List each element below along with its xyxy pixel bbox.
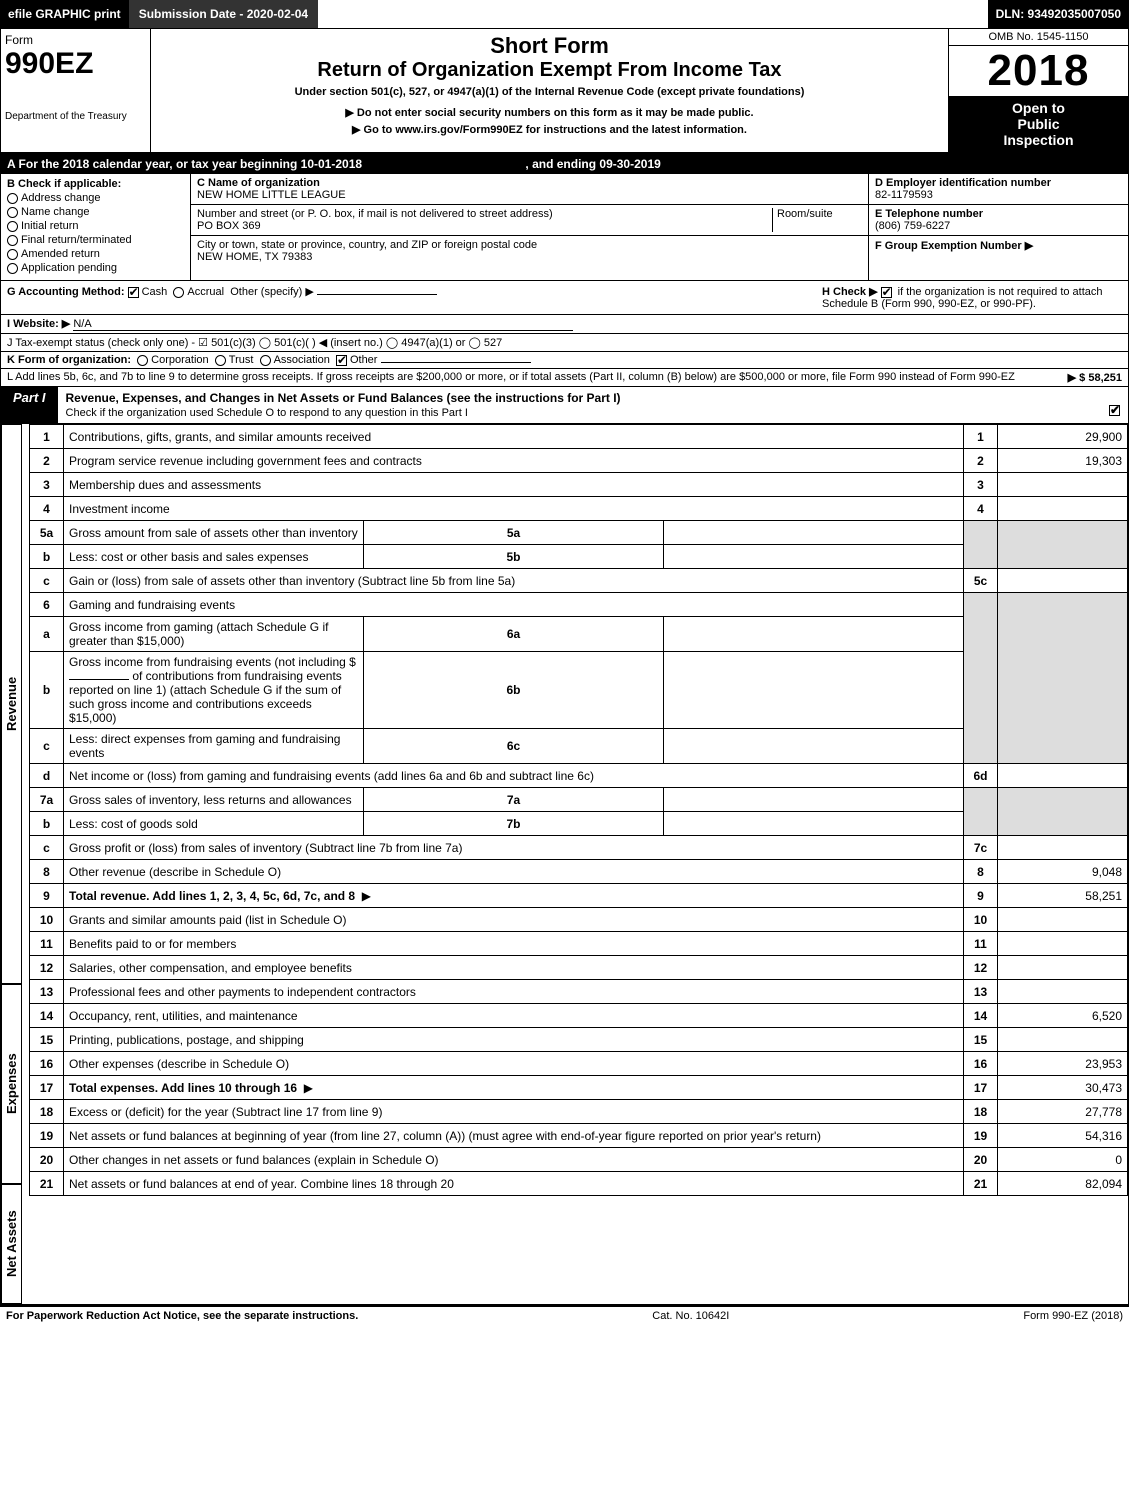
line-6d: dNet income or (loss) from gaming and fu… xyxy=(30,764,1128,788)
section-c-org: C Name of organization NEW HOME LITTLE L… xyxy=(191,174,868,280)
line-17: 17Total expenses. Add lines 10 through 1… xyxy=(30,1076,1128,1100)
line-14: 14Occupancy, rent, utilities, and mainte… xyxy=(30,1004,1128,1028)
top-bar: efile GRAPHIC print Submission Date - 20… xyxy=(0,0,1129,28)
amended-return-check[interactable]: Amended return xyxy=(7,248,184,260)
expenses-side-label: Expenses xyxy=(1,984,22,1184)
street-label: Number and street (or P. O. box, if mail… xyxy=(197,208,553,220)
l-gross-receipts-row: L Add lines 5b, 6c, and 7b to line 9 to … xyxy=(1,368,1128,386)
under-section: Under section 501(c), 527, or 4947(a)(1)… xyxy=(159,86,940,98)
line-4: 4Investment income4 xyxy=(30,497,1128,521)
h-check[interactable] xyxy=(881,287,892,298)
org-info-block: B Check if applicable: Address change Na… xyxy=(1,174,1128,280)
form-footer: For Paperwork Reduction Act Notice, see … xyxy=(0,1305,1129,1325)
accrual-check[interactable] xyxy=(173,287,184,298)
dln-label: DLN: 93492035007050 xyxy=(988,0,1129,28)
line-5b: bLess: cost or other basis and sales exp… xyxy=(30,545,1128,569)
phone-value: (806) 759-6227 xyxy=(875,220,950,232)
line-6c: cLess: direct expenses from gaming and f… xyxy=(30,729,1128,764)
line-8: 8Other revenue (describe in Schedule O)8… xyxy=(30,860,1128,884)
tax-year: 2018 xyxy=(949,46,1128,96)
org-name: NEW HOME LITTLE LEAGUE xyxy=(197,189,346,201)
address-change-check[interactable]: Address change xyxy=(7,192,184,204)
line-11: 11Benefits paid to or for members11 xyxy=(30,932,1128,956)
efile-label: efile GRAPHIC print xyxy=(0,0,129,28)
line-2: 2Program service revenue including gover… xyxy=(30,449,1128,473)
part1-title: Revenue, Expenses, and Changes in Net As… xyxy=(58,386,1128,424)
part1-body: Revenue Expenses Net Assets 1Contributio… xyxy=(1,424,1128,1304)
form-version: Form 990-EZ (2018) xyxy=(1023,1310,1123,1322)
line-19: 19Net assets or fund balances at beginni… xyxy=(30,1124,1128,1148)
line-12: 12Salaries, other compensation, and empl… xyxy=(30,956,1128,980)
paperwork-notice: For Paperwork Reduction Act Notice, see … xyxy=(6,1310,358,1322)
h-schedule-b: H Check ▶ if the organization is not req… xyxy=(822,285,1122,310)
netassets-side-label: Net Assets xyxy=(1,1184,22,1304)
dept-treasury: Department of the Treasury xyxy=(5,111,146,122)
line-20: 20Other changes in net assets or fund ba… xyxy=(30,1148,1128,1172)
period-bar: A For the 2018 calendar year, or tax yea… xyxy=(1,154,1128,174)
line-5a: 5aGross amount from sale of assets other… xyxy=(30,521,1128,545)
city-value: NEW HOME, TX 79383 xyxy=(197,251,312,263)
line-6: 6Gaming and fundraising events xyxy=(30,593,1128,617)
application-pending-check[interactable]: Application pending xyxy=(7,262,184,274)
line-15: 15Printing, publications, postage, and s… xyxy=(30,1028,1128,1052)
l-amount: ▶ $ 58,251 xyxy=(1022,371,1122,384)
street-value: PO BOX 369 xyxy=(197,220,261,232)
part1-tab: Part I xyxy=(1,386,58,424)
k-form-org-row: K Form of organization: Corporation Trus… xyxy=(1,351,1128,368)
line-1: 1Contributions, gifts, grants, and simil… xyxy=(30,425,1128,449)
section-def: D Employer identification number 82-1179… xyxy=(868,174,1128,280)
cash-check[interactable] xyxy=(128,287,139,298)
g-h-row: G Accounting Method: Cash Accrual Other … xyxy=(1,280,1128,314)
line-5c: cGain or (loss) from sale of assets othe… xyxy=(30,569,1128,593)
line-3: 3Membership dues and assessments3 xyxy=(30,473,1128,497)
cat-no: Cat. No. 10642I xyxy=(358,1310,1023,1322)
line-9: 9Total revenue. Add lines 1, 2, 3, 4, 5c… xyxy=(30,884,1128,908)
line-items-table: 1Contributions, gifts, grants, and simil… xyxy=(29,424,1128,1196)
line-7c: cGross profit or (loss) from sales of in… xyxy=(30,836,1128,860)
omb-number: OMB No. 1545-1150 xyxy=(949,29,1128,46)
city-label: City or town, state or province, country… xyxy=(197,239,537,251)
e-label: E Telephone number xyxy=(875,208,983,220)
form-word: Form xyxy=(5,33,146,47)
form-container: Form 990EZ Department of the Treasury Sh… xyxy=(0,28,1129,1305)
b-label: B Check if applicable: xyxy=(7,178,184,190)
c-label: C Name of organization xyxy=(197,177,320,189)
revenue-side-label: Revenue xyxy=(1,424,22,984)
submission-date: Submission Date - 2020-02-04 xyxy=(129,0,318,28)
f-label: F Group Exemption Number ▶ xyxy=(875,240,1033,252)
final-return-check[interactable]: Final return/terminated xyxy=(7,234,184,246)
ssn-warning: ▶ Do not enter social security numbers o… xyxy=(159,106,940,119)
line-7a: 7aGross sales of inventory, less returns… xyxy=(30,788,1128,812)
j-tax-exempt-row: J Tax-exempt status (check only one) - ☑… xyxy=(1,333,1128,351)
year-box: OMB No. 1545-1150 2018 Open to Public In… xyxy=(948,29,1128,152)
short-form-label: Short Form xyxy=(159,33,940,59)
form-number-box: Form 990EZ Department of the Treasury xyxy=(1,29,151,152)
line-6b: bGross income from fundraising events (n… xyxy=(30,652,1128,729)
d-label: D Employer identification number xyxy=(875,177,1051,189)
open-to-public: Open to Public Inspection xyxy=(949,96,1128,152)
line-6a: aGross income from gaming (attach Schedu… xyxy=(30,617,1128,652)
part1-header: Part I Revenue, Expenses, and Changes in… xyxy=(1,386,1128,424)
website-value: N/A xyxy=(73,318,573,331)
side-labels-col: Revenue Expenses Net Assets xyxy=(1,424,29,1304)
goto-link[interactable]: ▶ Go to www.irs.gov/Form990EZ for instru… xyxy=(159,123,940,136)
line-13: 13Professional fees and other payments t… xyxy=(30,980,1128,1004)
line-16: 16Other expenses (describe in Schedule O… xyxy=(30,1052,1128,1076)
line-18: 18Excess or (deficit) for the year (Subt… xyxy=(30,1100,1128,1124)
form-header: Form 990EZ Department of the Treasury Sh… xyxy=(1,29,1128,154)
room-suite: Room/suite xyxy=(772,208,862,232)
line-21: 21Net assets or fund balances at end of … xyxy=(30,1172,1128,1196)
ein-value: 82-1179593 xyxy=(875,189,933,201)
line-10: 10Grants and similar amounts paid (list … xyxy=(30,908,1128,932)
form-number: 990EZ xyxy=(5,47,146,81)
line-7b: bLess: cost of goods sold7b xyxy=(30,812,1128,836)
name-change-check[interactable]: Name change xyxy=(7,206,184,218)
form-title: Return of Organization Exempt From Incom… xyxy=(159,59,940,82)
form-title-box: Short Form Return of Organization Exempt… xyxy=(151,29,948,152)
section-b-checkboxes: B Check if applicable: Address change Na… xyxy=(1,174,191,280)
g-accounting: G Accounting Method: Cash Accrual Other … xyxy=(7,285,437,310)
schedule-o-check[interactable] xyxy=(1109,405,1120,416)
i-website-row: I Website: ▶ N/A xyxy=(1,314,1128,333)
initial-return-check[interactable]: Initial return xyxy=(7,220,184,232)
